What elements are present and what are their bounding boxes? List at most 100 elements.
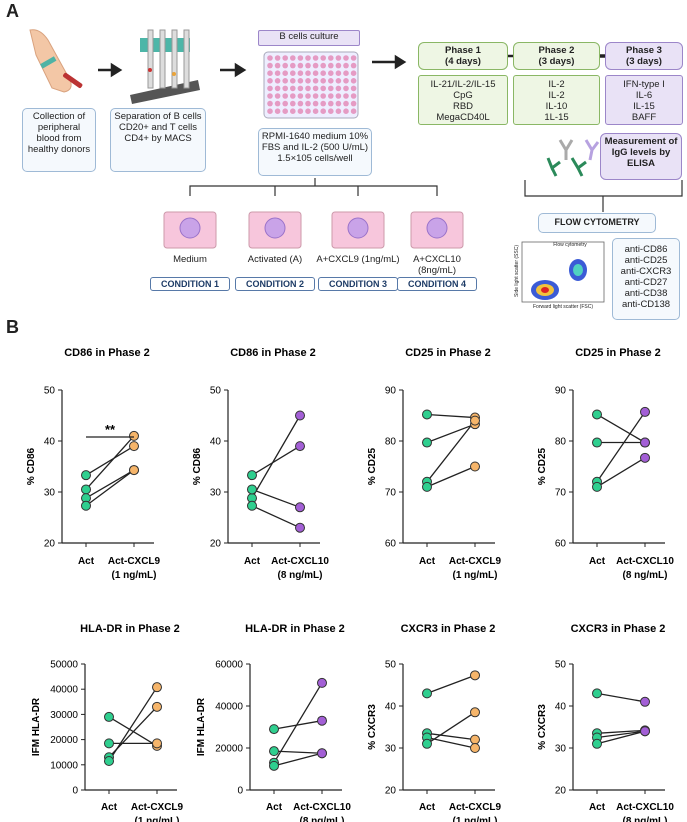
well <box>274 62 281 69</box>
dot <box>129 441 139 452</box>
pair-line <box>426 674 476 695</box>
well <box>320 108 327 114</box>
y-tick-label: 40 <box>210 437 222 448</box>
phase-title: Phase 3 <box>626 45 662 56</box>
phase-items: IL-21/IL-2/IL-15 CpG RBD MegaCD40L <box>418 75 508 125</box>
dot <box>470 743 480 753</box>
well <box>282 100 289 107</box>
y-tick-label: 0 <box>237 786 243 797</box>
pair-line <box>251 445 301 476</box>
well <box>312 100 319 107</box>
well <box>343 55 349 61</box>
pair-line <box>273 682 323 764</box>
flow-plot-title: Flow cytometry <box>553 242 587 248</box>
well <box>290 85 296 92</box>
well <box>297 93 304 99</box>
culture-plate-icon <box>263 51 359 119</box>
well <box>312 108 319 114</box>
phase-title: Phase 1 <box>445 45 481 56</box>
marker: anti-CD25 <box>624 255 668 266</box>
well <box>350 55 357 61</box>
x-tick-label: Act <box>244 556 261 567</box>
phase-item: IL-15 <box>633 101 655 112</box>
phase-item: BAFF <box>631 112 657 123</box>
x-tick-note: (1 ng/mL) <box>135 816 180 822</box>
pair-line <box>426 420 476 483</box>
x-tick-note: (8 ng/mL) <box>300 816 345 822</box>
phase-header: Phase 3 (3 days) <box>605 42 683 70</box>
phase-item: RBD <box>452 101 474 112</box>
condition-treatment: Activated (A) <box>247 254 303 265</box>
phase-item: MegaCD40L <box>436 112 490 123</box>
phase-item: IL-2 <box>548 90 565 101</box>
well <box>297 85 304 92</box>
y-tick-label: 20000 <box>50 735 78 746</box>
well <box>350 108 357 114</box>
x-tick-label: Act-CXCL10 <box>616 802 674 813</box>
pair-line <box>251 505 301 529</box>
y-tick-label: 30 <box>555 744 567 755</box>
well <box>350 100 357 107</box>
x-tick-label: Act-CXCL10 <box>293 802 351 813</box>
marker: anti-CD86 <box>624 244 668 255</box>
well <box>343 78 349 84</box>
pair-line <box>85 445 135 476</box>
well <box>274 108 281 114</box>
pair-line <box>85 469 135 507</box>
y-tick-label: 30 <box>210 488 222 499</box>
pair-line <box>426 711 476 745</box>
pair-line <box>596 692 646 703</box>
well <box>343 108 349 114</box>
step-box: Separation of B cells CD20+ and T cells … <box>110 108 206 172</box>
pair-line <box>596 730 646 745</box>
well <box>274 100 281 107</box>
y-axis-label: % CD25 <box>367 447 378 485</box>
y-tick-label: 70 <box>385 488 397 499</box>
well <box>305 108 311 114</box>
pair-line <box>426 423 476 444</box>
phase-item: IL-6 <box>635 90 653 101</box>
x-tick-note: (8 ng/mL) <box>278 570 323 581</box>
phase-header: Phase 1 (4 days) <box>418 42 508 70</box>
y-tick-label: 20 <box>210 539 222 550</box>
dot <box>422 738 432 749</box>
dot <box>422 409 432 420</box>
y-tick-label: 10000 <box>50 760 78 771</box>
well <box>335 100 342 107</box>
well <box>297 78 304 84</box>
well <box>328 78 334 84</box>
y-tick-label: 70 <box>555 488 567 499</box>
well <box>282 55 289 61</box>
flow-y-label: Side light scatter (SSC) <box>514 245 520 297</box>
well <box>320 78 327 84</box>
well <box>328 108 334 114</box>
dot <box>592 688 602 699</box>
macs-icon <box>130 29 200 104</box>
well <box>297 62 304 69</box>
x-tick-label: Act <box>419 556 436 567</box>
y-tick-label: 20 <box>44 539 56 550</box>
chart-title: CD25 in Phase 2 <box>575 347 661 359</box>
medium-box: RPMI-1640 medium 10% FBS and IL-2 (500 U… <box>258 128 372 176</box>
dot <box>422 437 432 448</box>
panel-label: A <box>6 1 19 21</box>
well <box>290 62 296 69</box>
well <box>335 78 342 84</box>
well <box>312 62 319 69</box>
dot <box>247 484 257 495</box>
well <box>328 62 334 69</box>
well <box>350 78 357 84</box>
well <box>267 93 273 99</box>
dot <box>592 481 602 492</box>
marker-box: anti-CD86 anti-CD25 anti-CXCR3 anti-CD27 ant… <box>612 238 680 320</box>
well <box>282 108 289 114</box>
dot <box>104 738 114 749</box>
y-tick-label: 60 <box>385 539 397 550</box>
well <box>343 100 349 107</box>
dot <box>152 682 162 693</box>
y-tick-label: 60 <box>555 539 567 550</box>
x-tick-label: Act <box>589 802 606 813</box>
y-axis-label: % CD25 <box>537 447 548 485</box>
well <box>274 85 281 92</box>
